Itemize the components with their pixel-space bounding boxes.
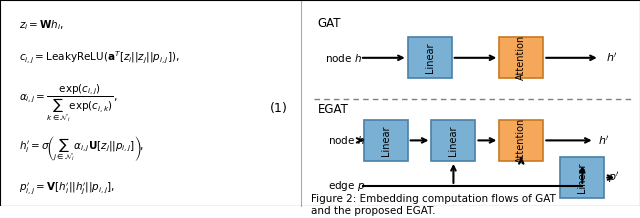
Text: $h'$: $h'$ (606, 51, 618, 64)
Text: $p'$: $p'$ (607, 170, 619, 185)
Text: $(1)$: $(1)$ (269, 100, 288, 115)
Text: Figure 2: Embedding computation flows of GAT
and the proposed EGAT.: Figure 2: Embedding computation flows of… (311, 194, 556, 216)
Text: $p_{i,j}^{\prime} = \mathbf{V}[h_i^{\prime}||h_j^{\prime}||p_{i,j}],$: $p_{i,j}^{\prime} = \mathbf{V}[h_i^{\pri… (19, 180, 115, 196)
FancyBboxPatch shape (408, 37, 452, 78)
FancyBboxPatch shape (499, 37, 543, 78)
Text: $h'$: $h'$ (598, 134, 611, 147)
Text: $\alpha_{i,j} = \dfrac{\exp(c_{i,j})}{\sum_{k \in \mathcal{N}_i} \exp(c_{i,k})},: $\alpha_{i,j} = \dfrac{\exp(c_{i,j})}{\s… (19, 83, 118, 124)
FancyBboxPatch shape (499, 120, 543, 161)
Text: $h_i^{\prime} = \sigma\!\left(\sum_{j \in \mathcal{N}_i} \alpha_{i,j} \mathbf{U}: $h_i^{\prime} = \sigma\!\left(\sum_{j \i… (19, 134, 144, 163)
Text: GAT: GAT (317, 17, 341, 29)
Text: node $h$: node $h$ (324, 52, 362, 64)
Text: $z_i = \mathbf{W}h_i,$: $z_i = \mathbf{W}h_i,$ (19, 18, 65, 32)
FancyBboxPatch shape (431, 120, 476, 161)
Text: Attention: Attention (516, 35, 526, 80)
Text: node $h$: node $h$ (328, 135, 365, 146)
Text: Linear: Linear (449, 125, 458, 156)
FancyBboxPatch shape (364, 120, 408, 161)
Text: EGAT: EGAT (317, 103, 349, 116)
FancyBboxPatch shape (560, 157, 604, 198)
Text: Linear: Linear (425, 43, 435, 73)
Text: Linear: Linear (381, 125, 390, 156)
Text: Linear: Linear (577, 162, 588, 193)
Text: Attention: Attention (516, 118, 526, 163)
Text: edge $p$: edge $p$ (328, 179, 365, 193)
Text: $c_{i,j} = \mathrm{LeakyReLU}(\mathbf{a}^T[z_i||z_j||p_{i,j}]),$: $c_{i,j} = \mathrm{LeakyReLU}(\mathbf{a}… (19, 50, 180, 66)
